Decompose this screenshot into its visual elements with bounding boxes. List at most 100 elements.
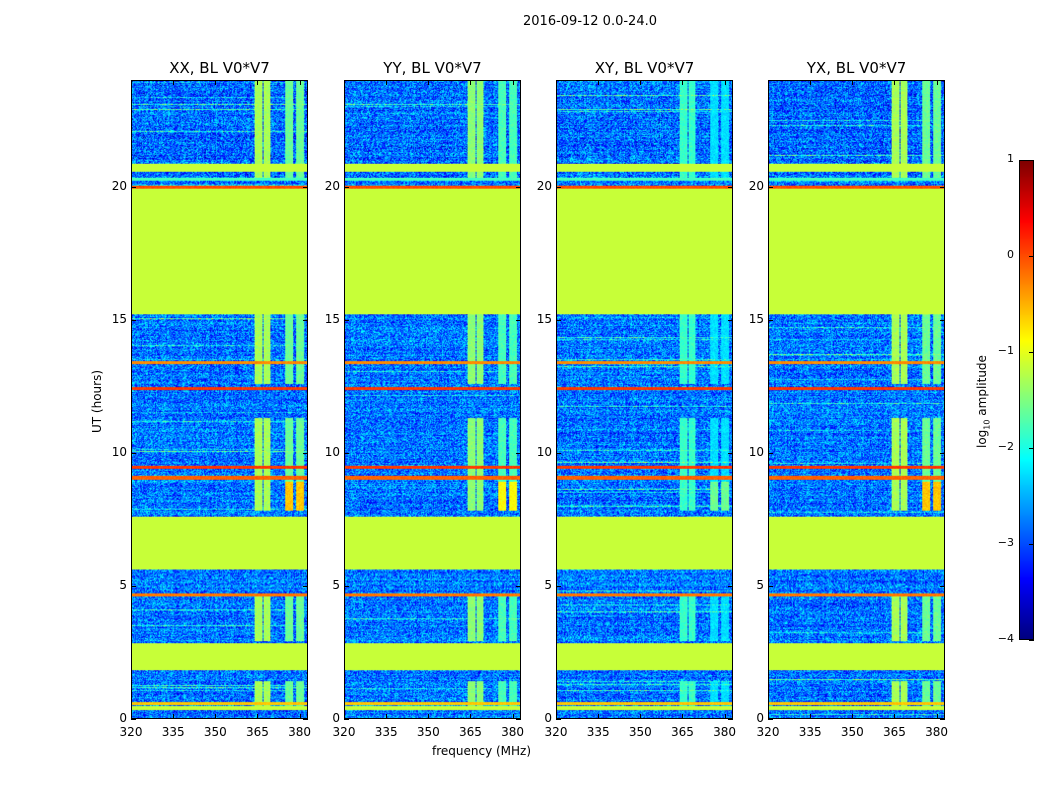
colorbar-tick-label: 0 [1007, 248, 1014, 261]
figure-title: 2016-09-12 0.0-24.0 [523, 14, 657, 29]
y-tick-label: 20 [324, 178, 340, 193]
colorbar-tick-label: −2 [997, 440, 1014, 453]
y-tick-label: 15 [536, 311, 552, 326]
x-tick [724, 80, 726, 85]
y-tick [556, 452, 561, 454]
y-tick [728, 319, 733, 321]
y-tick-label: 5 [544, 577, 552, 592]
y-tick [556, 319, 561, 321]
x-tick-label: 320 [756, 725, 780, 739]
heatmap-image [132, 81, 307, 718]
x-tick [386, 80, 388, 85]
y-tick [344, 186, 349, 188]
y-tick [303, 719, 308, 720]
x-tick-label: 320 [332, 725, 356, 739]
y-tick-label: 10 [324, 444, 340, 459]
x-tick-label: 365 [882, 725, 906, 739]
y-tick-label: 15 [748, 311, 764, 326]
heatmap-panel [768, 80, 945, 719]
y-tick [728, 452, 733, 454]
colorbar-tick-label: 1 [1007, 152, 1014, 165]
x-axis-label: frequency (MHz) [432, 744, 532, 758]
x-tick [598, 714, 600, 719]
colorbar-tick [1029, 448, 1034, 449]
x-tick [299, 80, 301, 85]
x-tick [852, 80, 854, 85]
y-tick [516, 452, 521, 454]
y-tick-label: 5 [119, 577, 127, 592]
y-tick [556, 585, 561, 587]
y-tick [131, 452, 136, 454]
colorbar-tick-label: −4 [997, 632, 1014, 645]
x-tick [257, 80, 259, 85]
y-tick-label: 10 [748, 444, 764, 459]
colorbar-label: log10 amplitude [975, 355, 992, 448]
x-tick [682, 80, 684, 85]
x-tick-label: 365 [670, 725, 694, 739]
x-tick [810, 80, 812, 85]
x-tick [131, 80, 132, 85]
x-tick [428, 714, 430, 719]
y-tick-label: 5 [756, 577, 764, 592]
y-tick-label: 0 [756, 711, 764, 725]
y-tick-label: 0 [332, 711, 340, 725]
y-tick [940, 452, 945, 454]
x-tick [936, 714, 938, 719]
y-tick [131, 585, 136, 587]
y-tick [516, 319, 521, 321]
x-tick [598, 80, 600, 85]
colorbar-tick [1029, 352, 1034, 353]
y-tick [556, 186, 561, 188]
x-tick [936, 80, 938, 85]
y-tick [728, 186, 733, 188]
panel-title: YY, BL V0*V7 [383, 59, 482, 77]
y-tick [768, 585, 773, 587]
x-tick-label: 335 [798, 725, 822, 739]
x-tick-label: 380 [501, 725, 525, 739]
x-tick [894, 714, 896, 719]
x-tick-label: 350 [416, 725, 440, 739]
x-tick [768, 714, 769, 719]
x-tick [344, 80, 345, 85]
x-tick-label: 335 [161, 725, 185, 739]
x-tick [640, 714, 642, 719]
y-tick [768, 719, 773, 720]
x-tick [724, 714, 726, 719]
x-tick-label: 350 [628, 725, 652, 739]
x-tick [344, 714, 345, 719]
y-tick [344, 719, 349, 720]
y-tick [768, 186, 773, 188]
heatmap-image [769, 81, 944, 718]
x-tick [640, 80, 642, 85]
x-tick-label: 350 [203, 725, 227, 739]
y-tick-label: 10 [111, 444, 127, 459]
y-tick [303, 319, 308, 321]
x-tick [470, 714, 472, 719]
x-tick [386, 714, 388, 719]
y-tick [516, 186, 521, 188]
y-tick [131, 319, 136, 321]
y-tick [940, 319, 945, 321]
x-tick [215, 714, 217, 719]
x-tick [173, 80, 175, 85]
y-axis-label: UT (hours) [90, 369, 104, 433]
y-tick [516, 719, 521, 720]
y-tick-label: 5 [332, 577, 340, 592]
y-tick [131, 186, 136, 188]
y-tick [344, 585, 349, 587]
x-tick [428, 80, 430, 85]
panel-title: YX, BL V0*V7 [806, 59, 907, 77]
x-tick [512, 714, 514, 719]
y-tick [940, 186, 945, 188]
x-tick [131, 714, 132, 719]
y-tick [303, 452, 308, 454]
x-tick [556, 714, 557, 719]
heatmap-image [345, 81, 520, 718]
x-tick [810, 714, 812, 719]
x-tick [512, 80, 514, 85]
x-tick [299, 714, 301, 719]
x-tick [215, 80, 217, 85]
y-tick-label: 0 [544, 711, 552, 725]
colorbar-tick [1029, 640, 1034, 641]
